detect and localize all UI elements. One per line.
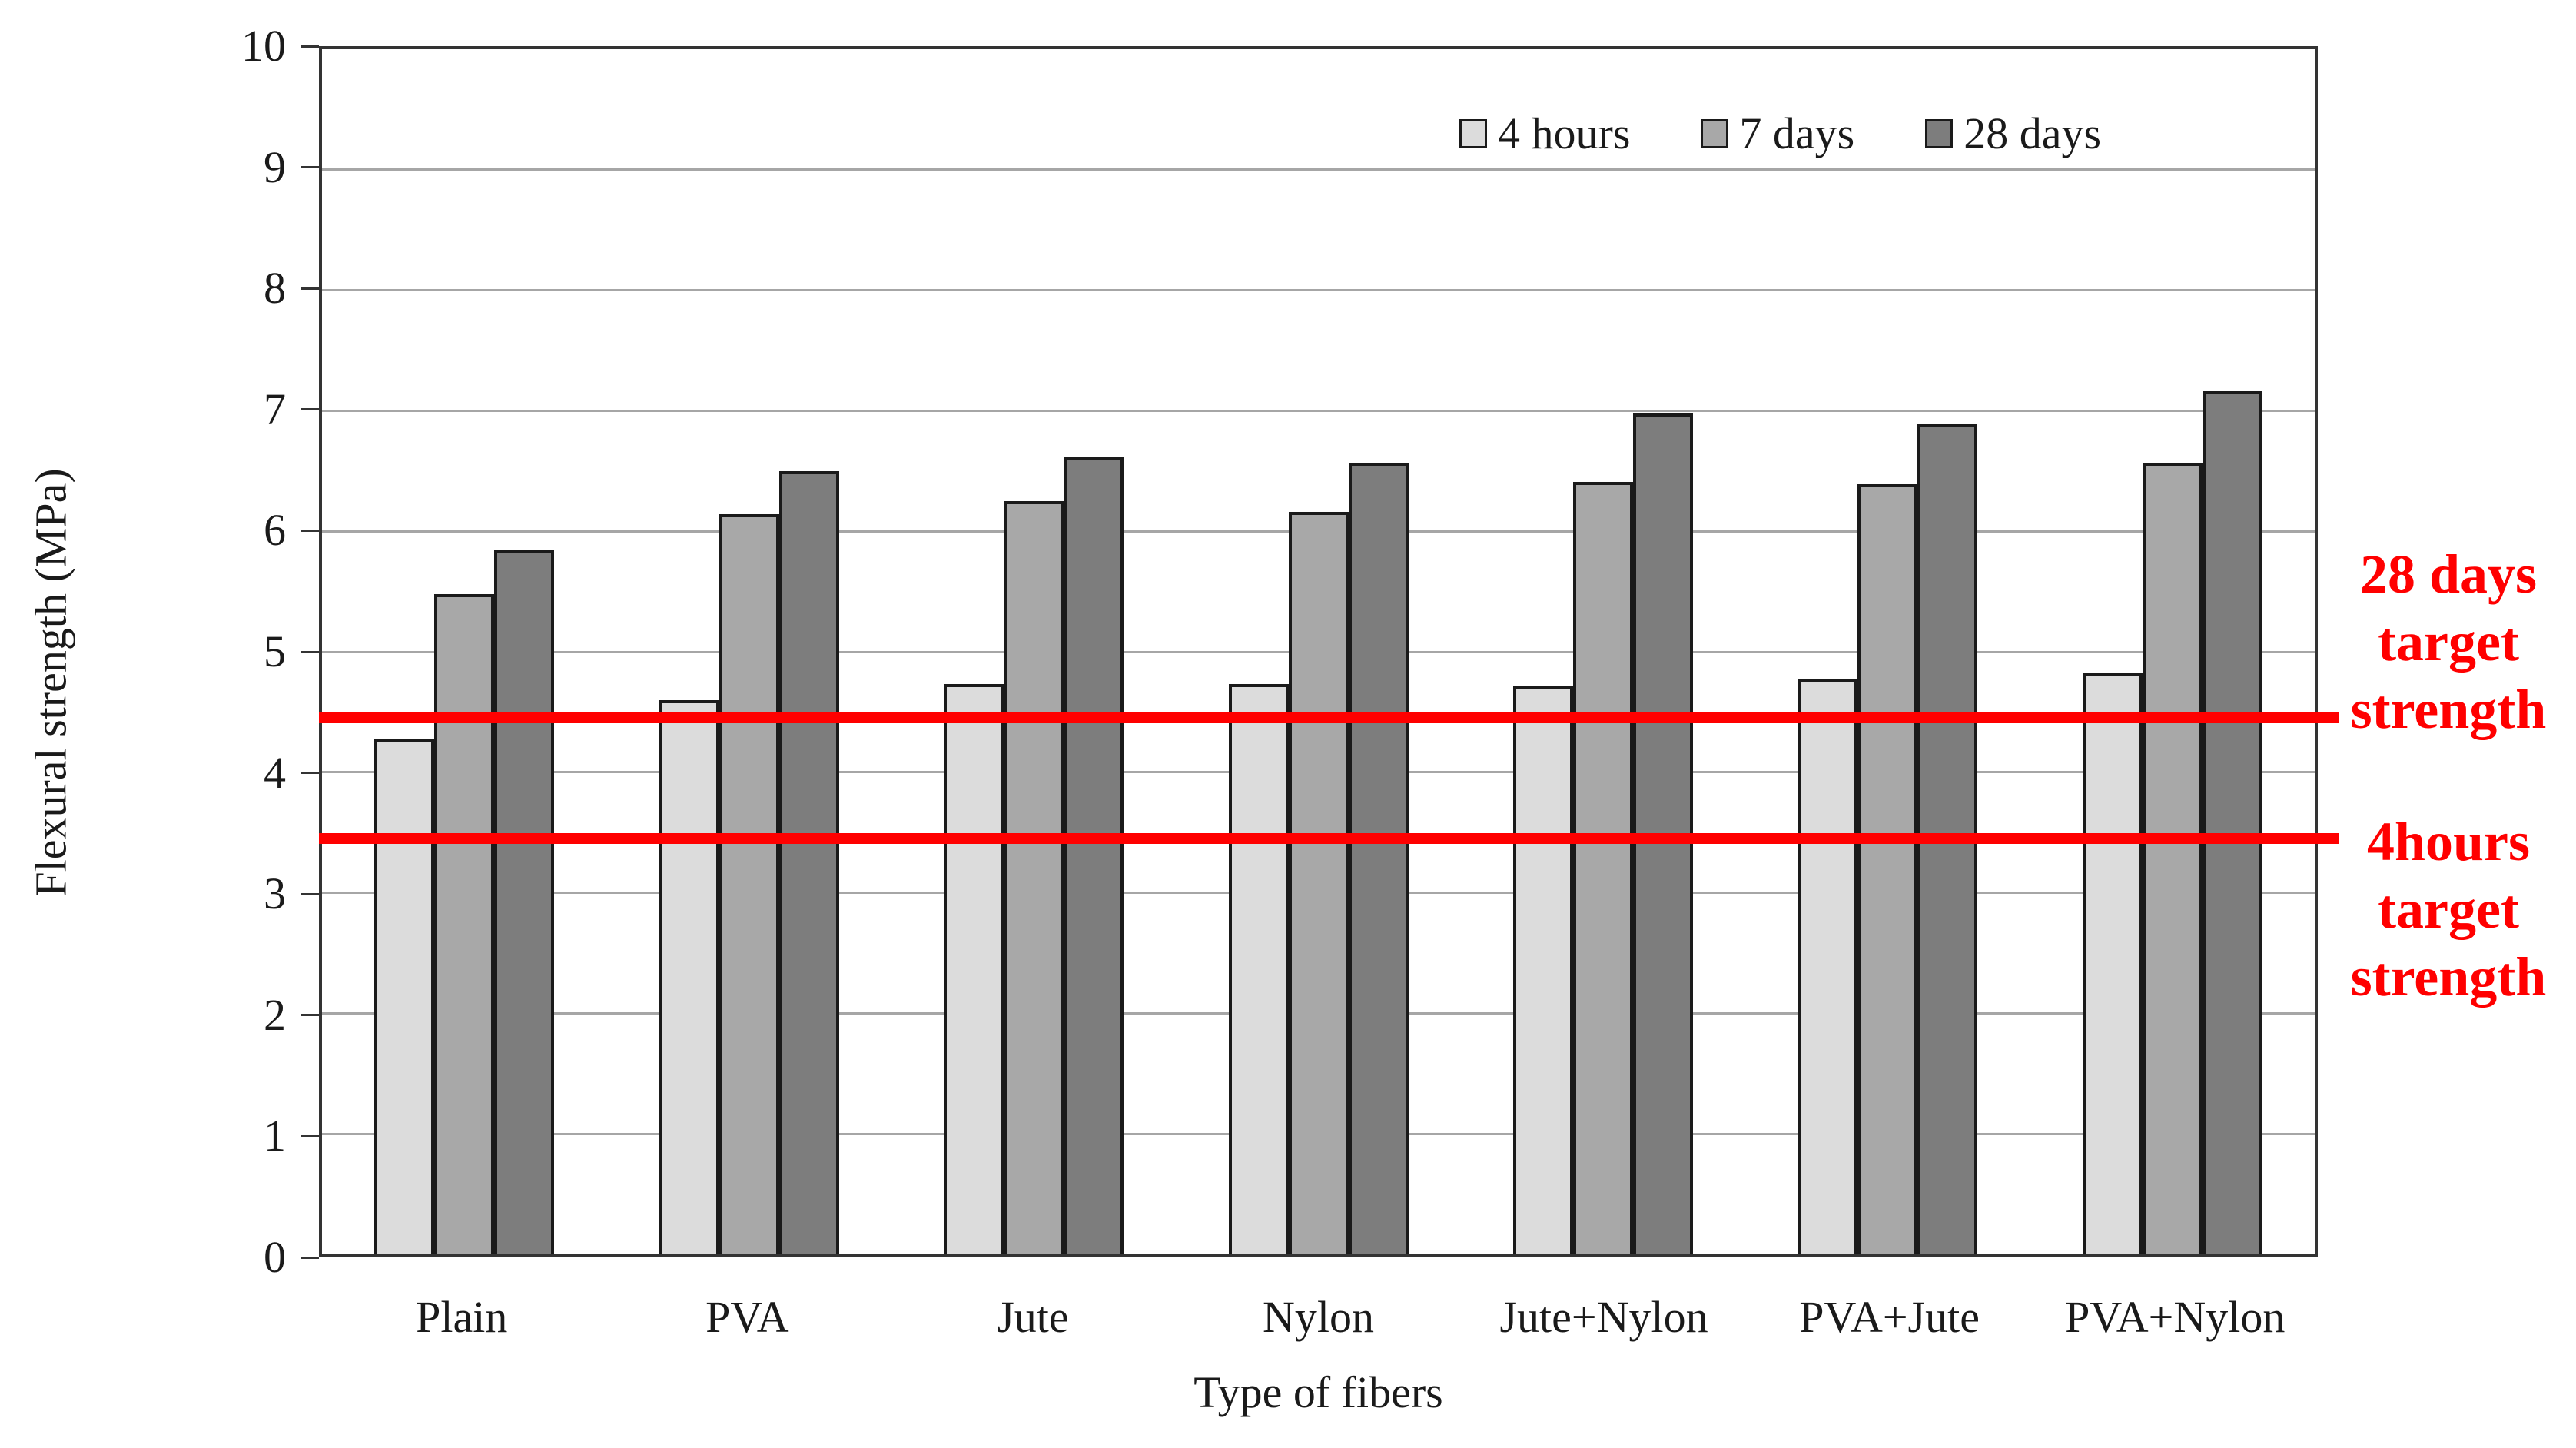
gridline <box>322 409 2315 412</box>
bar-Jute-28 days <box>1064 456 1124 1254</box>
y-tick-mark <box>301 1134 319 1137</box>
x-tick-label-Nylon: Nylon <box>1263 1292 1374 1342</box>
y-tick-mark <box>301 287 319 290</box>
y-tick-label: 7 <box>264 384 286 434</box>
gridline <box>322 289 2315 292</box>
x-tick-label-PVA: PVA <box>705 1292 789 1342</box>
x-tick-label-Jute: Jute <box>997 1292 1069 1342</box>
y-tick-mark <box>301 892 319 895</box>
target-line <box>319 712 2339 724</box>
x-tick-label-Plain: Plain <box>416 1292 508 1342</box>
bar-Nylon-7 days <box>1288 512 1349 1254</box>
bar-PVA-4 hours <box>659 699 719 1254</box>
y-tick-label: 3 <box>264 868 286 919</box>
bar-Plain-28 days <box>494 549 555 1254</box>
legend-item-4hours: 4 hours <box>1459 109 1630 158</box>
plot-inner <box>319 49 2339 1254</box>
bar-Jute+Nylon-4 hours <box>1512 686 1573 1254</box>
bar-Plain-7 days <box>434 593 495 1254</box>
legend: 4 hours 7 days 28 days <box>1459 109 2102 158</box>
y-tick-label: 8 <box>264 263 286 314</box>
bar-PVA+Nylon-28 days <box>2202 391 2262 1254</box>
legend-item-7days: 7 days <box>1701 109 1854 158</box>
bar-Nylon-4 hours <box>1228 684 1289 1254</box>
y-tick-label: 2 <box>264 989 286 1040</box>
y-tick-mark <box>301 1014 319 1017</box>
target-label-4hours: 4hours target strength <box>2350 811 2547 1008</box>
plot-area: 4 hours 7 days 28 days <box>319 46 2339 1257</box>
y-tick-label: 6 <box>264 505 286 556</box>
y-tick-mark <box>301 166 319 169</box>
y-tick-mark <box>301 45 319 48</box>
legend-label-28days: 28 days <box>1964 108 2102 158</box>
bar-PVA+Nylon-4 hours <box>2082 672 2143 1254</box>
bar-PVA+Nylon-7 days <box>2142 462 2203 1254</box>
legend-label-7days: 7 days <box>1739 108 1855 158</box>
bar-Plain-4 hours <box>374 738 435 1254</box>
bar-Jute-7 days <box>1004 501 1064 1254</box>
legend-swatch-7days <box>1701 119 1729 148</box>
bar-PVA+Jute-4 hours <box>1798 678 1858 1254</box>
bar-Nylon-28 days <box>1348 462 1409 1254</box>
y-tick-mark <box>301 772 319 775</box>
y-tick-mark <box>301 650 319 653</box>
target-label-28days: 28 days target strength <box>2350 543 2547 740</box>
bar-PVA+Jute-7 days <box>1857 484 1918 1254</box>
y-tick-label: 5 <box>264 626 286 676</box>
legend-swatch-28days <box>1925 119 1954 148</box>
x-axis-title: Type of fibers <box>1193 1367 1443 1417</box>
legend-swatch-4hours <box>1459 119 1487 148</box>
bar-Jute-4 hours <box>944 684 1004 1254</box>
legend-item-28days: 28 days <box>1925 109 2101 158</box>
x-tick-label-Jute+Nylon: Jute+Nylon <box>1499 1292 1708 1342</box>
legend-label-4hours: 4 hours <box>1498 108 1631 158</box>
x-tick-label-PVA+Nylon: PVA+Nylon <box>2065 1292 2286 1342</box>
gridline <box>322 168 2315 171</box>
y-tick-label: 4 <box>264 747 286 798</box>
y-tick-label: 10 <box>241 21 286 71</box>
y-tick-mark <box>301 408 319 411</box>
bar-Jute+Nylon-7 days <box>1572 481 1633 1254</box>
y-tick-label: 9 <box>264 141 286 192</box>
y-tick-label: 0 <box>264 1232 286 1282</box>
y-tick-mark <box>301 529 319 532</box>
y-tick-label: 1 <box>264 1111 286 1161</box>
target-line <box>319 833 2339 845</box>
bar-PVA-28 days <box>778 470 839 1254</box>
x-tick-label-PVA+Jute: PVA+Jute <box>1799 1292 1980 1342</box>
y-tick-mark <box>301 1256 319 1259</box>
bar-PVA-7 days <box>719 514 779 1254</box>
